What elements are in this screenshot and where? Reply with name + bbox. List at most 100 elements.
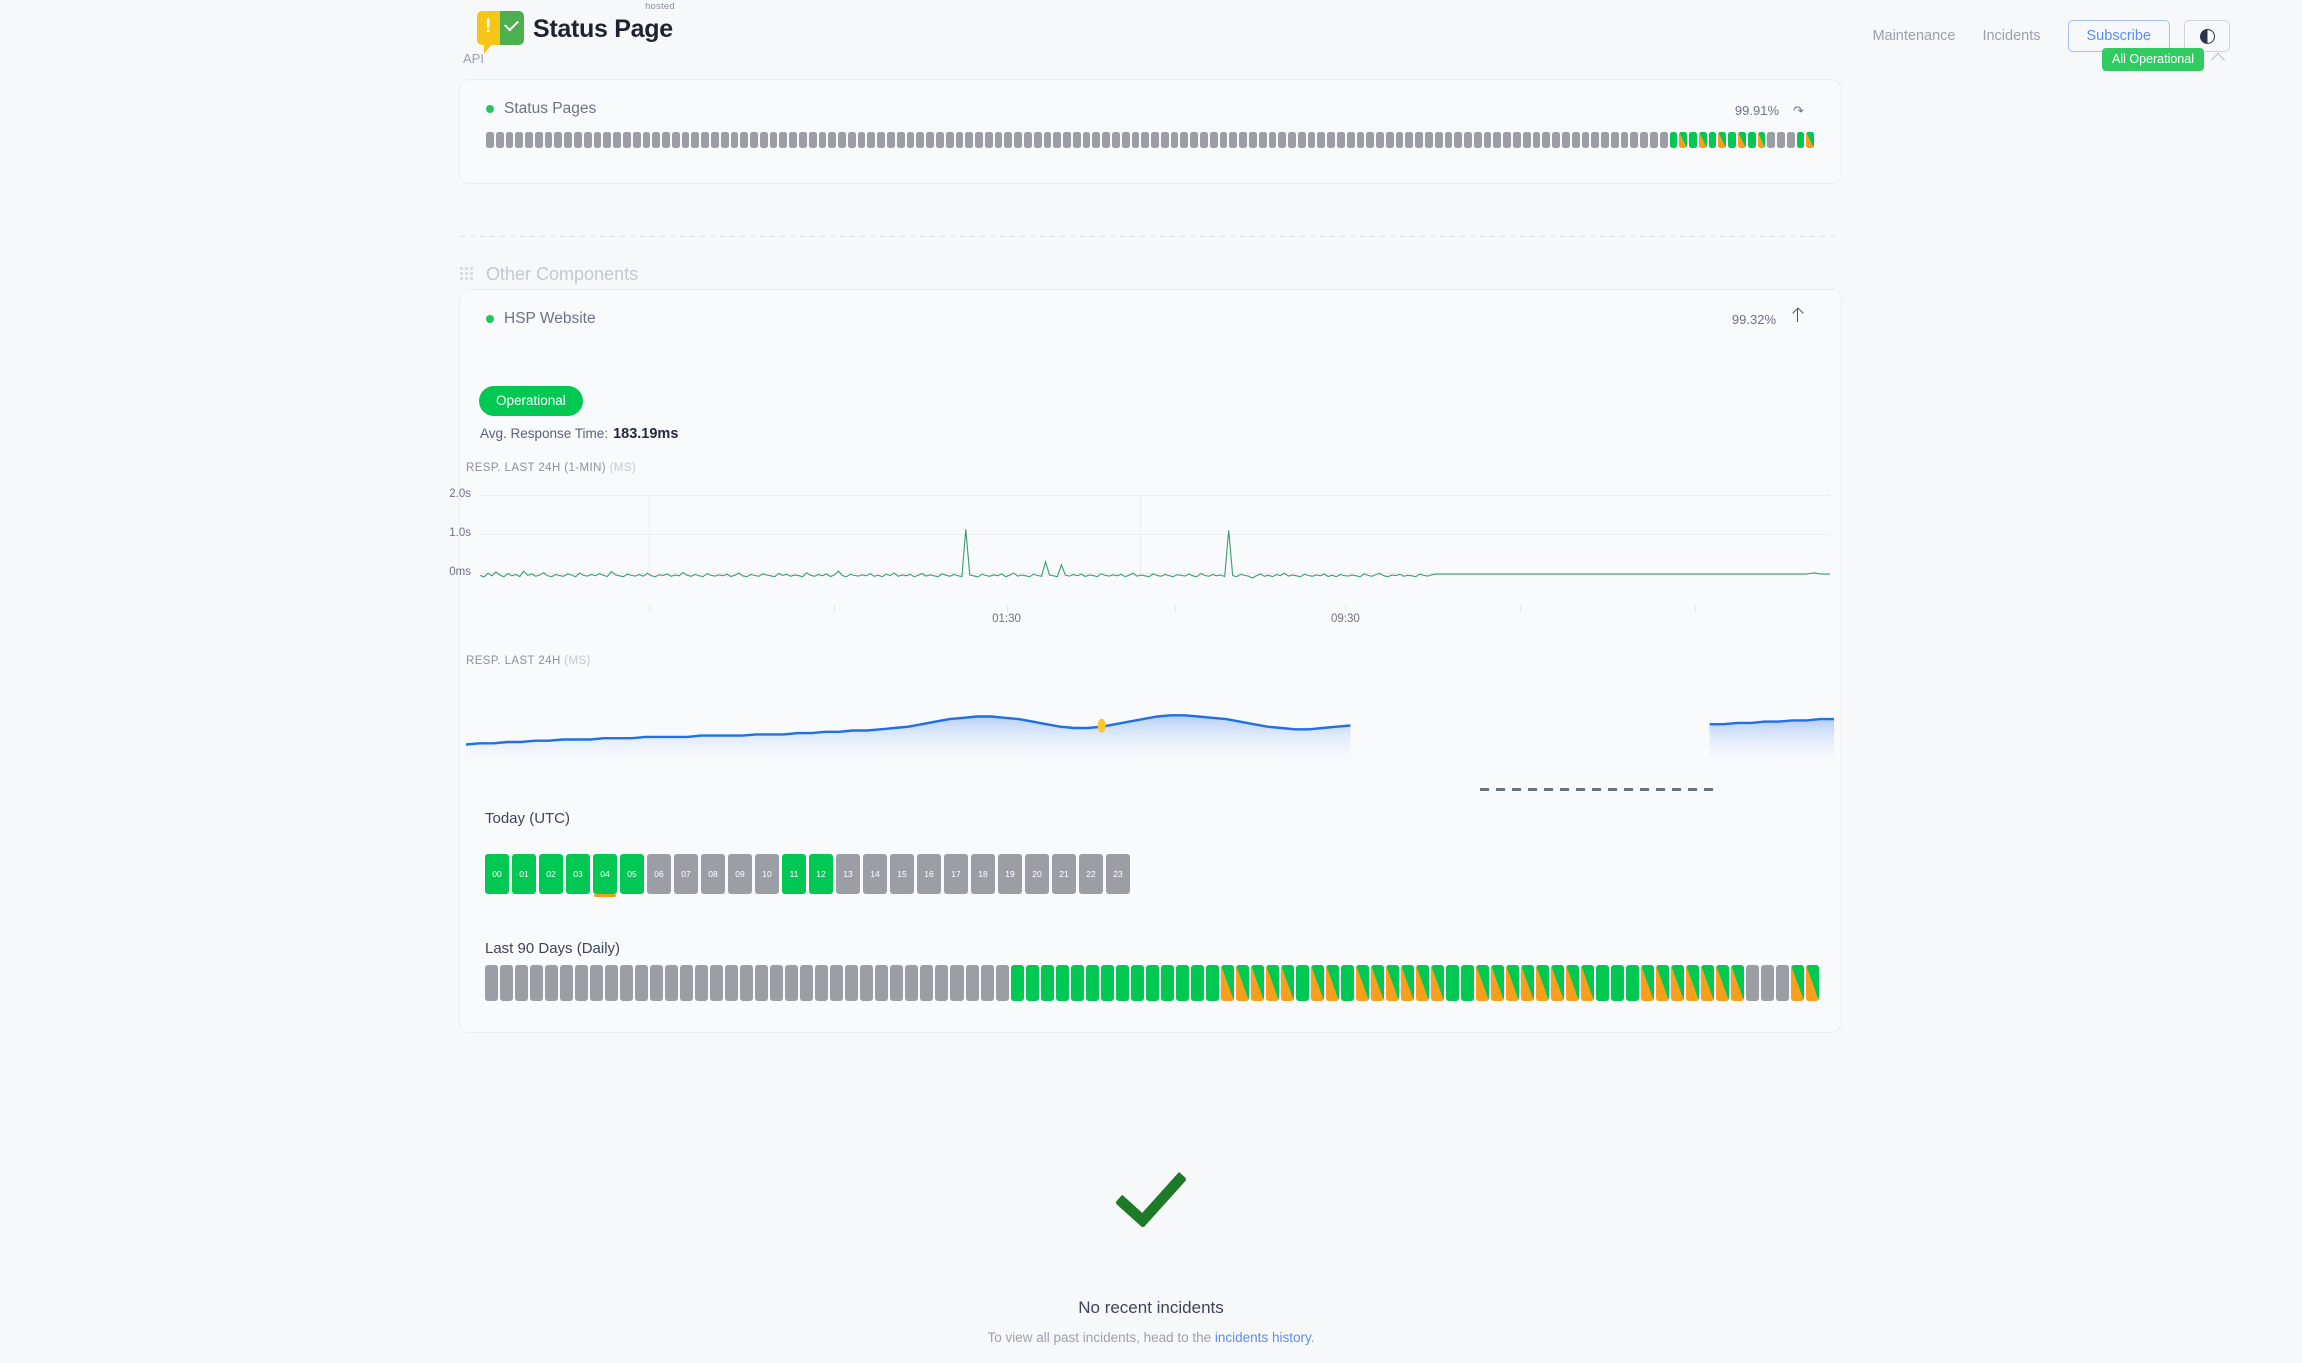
uptime-bar[interactable] bbox=[1053, 132, 1062, 148]
uptime-bar[interactable] bbox=[1591, 132, 1600, 148]
uptime-bar[interactable] bbox=[1679, 132, 1688, 148]
uptime-bar[interactable] bbox=[1610, 132, 1619, 148]
uptime-bar[interactable] bbox=[1043, 132, 1052, 148]
uptime-bar[interactable] bbox=[1513, 132, 1521, 148]
day-cell[interactable] bbox=[635, 965, 649, 1001]
day-cell[interactable] bbox=[1400, 965, 1414, 1001]
day-cell[interactable] bbox=[1325, 965, 1339, 1001]
hour-cell[interactable]: 20 bbox=[1025, 854, 1049, 894]
day-cell[interactable] bbox=[1415, 965, 1429, 1001]
hour-cell[interactable]: 09 bbox=[728, 854, 752, 894]
uptime-bar[interactable] bbox=[1786, 132, 1795, 148]
uptime-bar[interactable] bbox=[1082, 132, 1091, 148]
uptime-bar[interactable] bbox=[1728, 132, 1736, 148]
day-cell[interactable] bbox=[650, 965, 664, 1001]
day-cell[interactable] bbox=[1611, 965, 1625, 1001]
uptime-bar[interactable] bbox=[564, 132, 573, 148]
uptime-bar[interactable] bbox=[1278, 132, 1287, 148]
hour-cell[interactable]: 19 bbox=[998, 854, 1022, 894]
day-cell[interactable] bbox=[1265, 965, 1279, 1001]
day-cell[interactable] bbox=[845, 965, 859, 1001]
uptime-bar[interactable] bbox=[1200, 132, 1208, 148]
day-cell[interactable] bbox=[680, 965, 694, 1001]
day-cell[interactable] bbox=[500, 965, 514, 1001]
uptime-bar[interactable] bbox=[759, 132, 768, 148]
day-cell[interactable] bbox=[980, 965, 994, 1001]
uptime-bar[interactable] bbox=[1229, 132, 1238, 148]
uptime-bar[interactable] bbox=[613, 132, 621, 148]
uptime-bar[interactable] bbox=[789, 132, 797, 148]
day-cell[interactable] bbox=[1130, 965, 1144, 1001]
day-cell[interactable] bbox=[560, 965, 574, 1001]
uptime-bar[interactable] bbox=[1336, 132, 1345, 148]
day-cell[interactable] bbox=[1701, 965, 1715, 1001]
uptime-bar[interactable] bbox=[1004, 132, 1013, 148]
uptime-bar[interactable] bbox=[1718, 132, 1727, 148]
uptime-bar[interactable] bbox=[652, 132, 661, 148]
uptime-bar[interactable] bbox=[896, 132, 905, 148]
day-cell[interactable] bbox=[1521, 965, 1535, 1001]
day-cell[interactable] bbox=[785, 965, 799, 1001]
uptime-bar[interactable] bbox=[593, 132, 602, 148]
hour-cell[interactable]: 04 bbox=[593, 854, 617, 897]
arrow-up-icon[interactable] bbox=[1792, 309, 1806, 323]
uptime-bar[interactable] bbox=[1659, 132, 1668, 148]
hour-cell[interactable]: 06 bbox=[647, 854, 671, 894]
day-cell[interactable] bbox=[1566, 965, 1580, 1001]
day-cell[interactable] bbox=[1446, 965, 1460, 1001]
uptime-bar[interactable] bbox=[1014, 132, 1022, 148]
uptime-bar[interactable] bbox=[1542, 132, 1551, 148]
uptime-bar[interactable] bbox=[857, 132, 866, 148]
status-pages-row[interactable]: Status Pages bbox=[486, 100, 596, 118]
uptime-bar[interactable] bbox=[1209, 132, 1218, 148]
day-cell[interactable] bbox=[1355, 965, 1369, 1001]
hour-cell[interactable]: 05 bbox=[620, 854, 644, 894]
day-cell[interactable] bbox=[620, 965, 634, 1001]
uptime-bar[interactable] bbox=[1698, 132, 1707, 148]
day-cell[interactable] bbox=[1160, 965, 1174, 1001]
uptime-bar[interactable] bbox=[1385, 132, 1394, 148]
day-cell[interactable] bbox=[1310, 965, 1324, 1001]
hour-cell[interactable]: 12 bbox=[809, 854, 833, 894]
uptime-bar[interactable] bbox=[887, 132, 895, 148]
day-cell[interactable] bbox=[1055, 965, 1069, 1001]
uptime-bar[interactable] bbox=[1806, 132, 1815, 148]
uptime-bar[interactable] bbox=[1023, 132, 1032, 148]
hour-cell[interactable]: 21 bbox=[1052, 854, 1076, 894]
uptime-bar[interactable] bbox=[1620, 132, 1629, 148]
uptime-bar[interactable] bbox=[1493, 132, 1502, 148]
uptime-bar[interactable] bbox=[525, 132, 533, 148]
day-cell[interactable] bbox=[935, 965, 949, 1001]
day-cell[interactable] bbox=[965, 965, 979, 1001]
uptime-bar[interactable] bbox=[867, 132, 876, 148]
uptime-bar[interactable] bbox=[1532, 132, 1541, 148]
uptime-bar[interactable] bbox=[1170, 132, 1179, 148]
uptime-bar[interactable] bbox=[691, 132, 700, 148]
uptime-bar[interactable] bbox=[1483, 132, 1492, 148]
day-cell[interactable] bbox=[1641, 965, 1655, 1001]
day-cell[interactable] bbox=[1626, 965, 1640, 1001]
day-cell[interactable] bbox=[530, 965, 544, 1001]
uptime-bar[interactable] bbox=[1405, 132, 1414, 148]
day-cell[interactable] bbox=[740, 965, 754, 1001]
uptime-bar[interactable] bbox=[1415, 132, 1423, 148]
hour-cell[interactable]: 02 bbox=[539, 854, 563, 894]
uptime-bar[interactable] bbox=[1141, 132, 1150, 148]
uptime-bar[interactable] bbox=[926, 132, 934, 148]
uptime-bar[interactable] bbox=[877, 132, 886, 148]
uptime-bar[interactable] bbox=[1649, 132, 1658, 148]
day-cell[interactable] bbox=[950, 965, 964, 1001]
uptime-bar[interactable] bbox=[740, 132, 749, 148]
uptime-bar[interactable] bbox=[1366, 132, 1375, 148]
uptime-bar[interactable] bbox=[632, 132, 641, 148]
day-cell[interactable] bbox=[725, 965, 739, 1001]
day-cell[interactable] bbox=[1791, 965, 1805, 1001]
uptime-bar[interactable] bbox=[1669, 132, 1678, 148]
hsp-website-row[interactable]: HSP Website bbox=[486, 310, 596, 328]
day-cell[interactable] bbox=[1340, 965, 1354, 1001]
uptime-bar[interactable] bbox=[1072, 132, 1081, 148]
uptime-bar[interactable] bbox=[1268, 132, 1277, 148]
theme-toggle-button[interactable] bbox=[2184, 20, 2230, 52]
hour-cell[interactable]: 13 bbox=[836, 854, 860, 894]
day-cell[interactable] bbox=[800, 965, 814, 1001]
